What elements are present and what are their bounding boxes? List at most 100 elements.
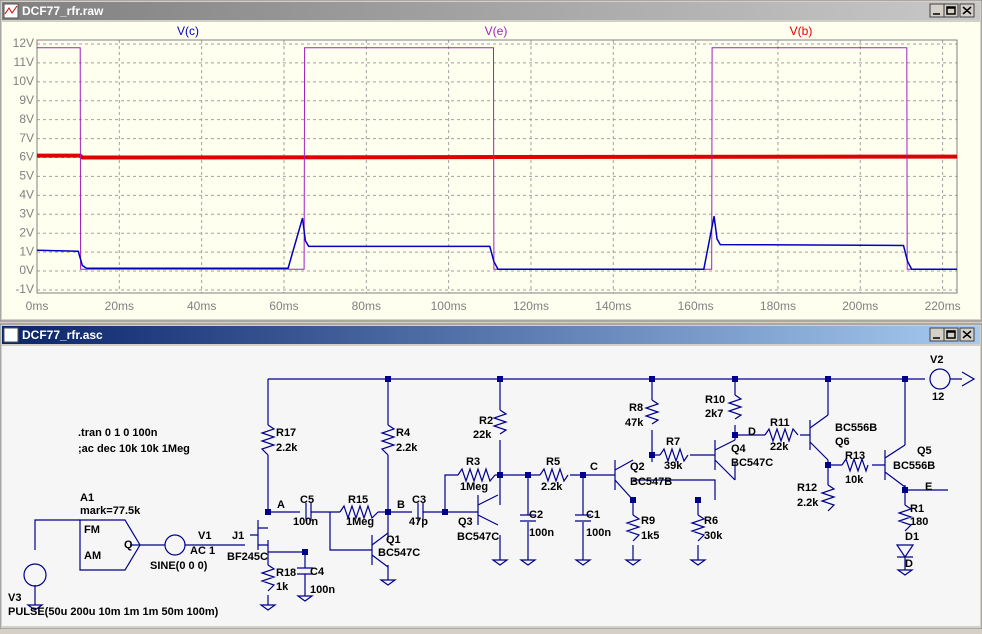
schematic-titlebar[interactable] [2,326,980,344]
component-label: J1 [232,530,244,542]
component-label: 1k5 [641,530,659,542]
x-tick-label: 40ms [187,299,216,313]
component-label: ;ac dec 10k 10k 1Meg [78,443,190,455]
component-label: Q6 [835,436,850,448]
component-label: BC556B [835,422,877,434]
component-label: 100n [310,584,335,596]
component-label: D [748,426,756,438]
component-label: PULSE(50u 200u 10m 1m 1m 50m 100m) [8,606,219,618]
component-label: R7 [666,436,680,448]
component-label: R12 [797,482,817,494]
component-label: Q5 [917,445,932,457]
component-label: R11 [770,417,790,429]
component-label: R5 [546,456,560,468]
y-tick-label: 11V [14,55,34,69]
component-label: Q1 [386,534,401,546]
y-tick-label: 1V [19,244,34,258]
component-label: 30k [704,530,723,542]
x-tick-label: 180ms [760,299,796,313]
component-label: V2 [930,354,943,366]
component-label: 100n [586,527,611,539]
x-tick-label: 60ms [269,299,298,313]
schematic-window-title: DCF77_rfr.asc [22,328,103,342]
schematic-icon [3,327,19,343]
component-label: 1k [276,581,289,593]
component-label: 22k [770,441,789,453]
component-label: Q3 [458,516,473,528]
component-label: 2.2k [797,497,819,509]
schematic-window-buttons[interactable] [929,327,975,342]
component-label: V3 [8,592,21,604]
component-label: 39k [664,460,683,472]
trace [36,216,957,270]
trace-name: V(c) [177,24,199,38]
component-label: Q4 [731,443,747,455]
component-label: R18 [276,567,296,579]
component-label: C5 [300,494,314,506]
component-label: R2 [479,415,493,427]
component-label: C3 [412,494,426,506]
x-tick-label: 20ms [105,299,134,313]
component-label: A1 [80,492,94,504]
schematic-wires [23,368,976,611]
component-label: R6 [704,515,718,527]
plot-titlebar[interactable] [2,2,980,20]
y-tick-label: 4V [19,188,34,202]
component-label: R15 [348,494,368,506]
component-label: 12 [932,391,944,403]
component-label: BC547C [731,457,773,469]
component-label: D1 [905,531,919,543]
plot-area: -1V 0V 1V 2V 3V 4V 5V 6V 7V 8V 9V 10V 11V 12V 0ms 20ms 4… [13,24,961,313]
plot-window-title: DCF77_rfr.raw [22,4,104,18]
component-label: R10 [705,394,725,406]
schematic-canvas[interactable] [2,346,980,626]
component-label: 100n [529,527,554,539]
y-tick-label: 3V [19,206,34,220]
component-label: C4 [310,566,325,578]
plot-client [2,22,980,319]
component-label: 180 [910,516,928,528]
component-label: 100n [293,516,318,528]
component-label: C2 [529,509,543,521]
x-tick-label: 160ms [678,299,714,313]
component-label: 22k [473,429,492,441]
component-label: B [397,499,405,511]
trace-name: V(e) [485,24,508,38]
plot-window-buttons[interactable] [929,3,975,18]
component-label: 47p [409,516,428,528]
x-tick-label: 0ms [26,299,49,313]
component-label: 2.2k [396,442,418,454]
component-label: Q [124,539,133,551]
component-label: C [590,461,598,473]
component-label: BF245C [227,551,268,563]
y-tick-label: 9V [19,93,34,107]
component-label: V1 [198,530,211,542]
trace [37,47,957,270]
y-tick-label: 0V [19,263,34,277]
y-tick-label: 8V [19,112,34,126]
component-label: R9 [641,515,655,527]
component-label: E [925,481,932,493]
component-label: AC 1 [190,545,215,557]
component-label: 47k [625,417,644,429]
plot-icon-glyph [4,5,18,15]
component-label: 2k7 [705,408,723,420]
component-label: R4 [396,427,411,439]
component-label: 2.2k [541,481,563,493]
component-label: Q2 [630,461,645,473]
component-label: C1 [586,509,600,521]
y-tick-label: 7V [19,131,34,145]
y-tick-label: 6V [19,150,34,164]
trace [37,153,958,160]
component-label: R1 [910,503,924,515]
x-tick-label: 140ms [595,299,631,313]
x-tick-label: 80ms [352,299,381,313]
x-tick-label: 200ms [842,299,878,313]
component-label: BC547C [457,531,499,543]
y-tick-label: 5V [19,169,34,183]
component-label: mark=77.5k [80,505,141,517]
plot-frame [36,39,958,294]
component-label: D [905,558,913,570]
